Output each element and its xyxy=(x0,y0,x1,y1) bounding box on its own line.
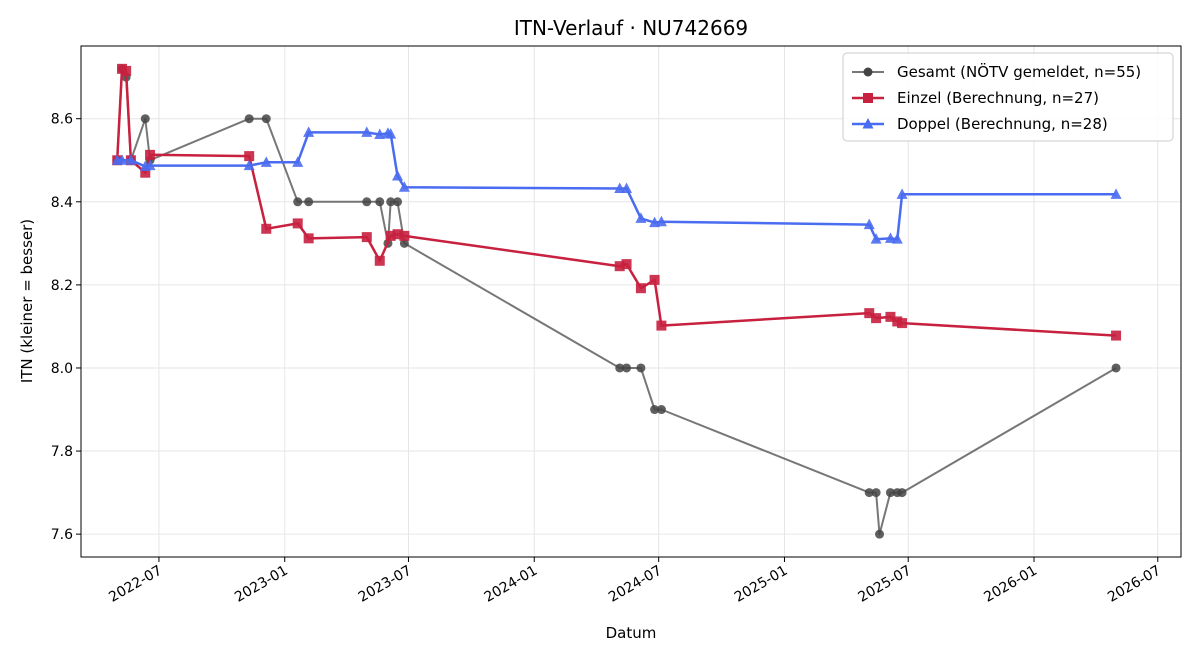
data-point-doppel xyxy=(361,126,373,137)
data-point-gesamt xyxy=(615,363,625,373)
legend-swatch-marker-doppel xyxy=(862,118,874,129)
data-point-einzel xyxy=(621,259,632,270)
data-point-einzel xyxy=(649,274,660,285)
series-line-doppel xyxy=(117,131,1117,241)
x-tick-label: 2024-07 xyxy=(606,563,665,606)
data-point-gesamt xyxy=(375,197,385,207)
data-point-doppel xyxy=(398,181,410,192)
data-point-einzel xyxy=(303,233,314,244)
data-point-doppel xyxy=(260,156,272,167)
legend: Gesamt (NÖTV gemeldet, n=55) Einzel (Bere… xyxy=(842,52,1174,142)
y-tick-label: 8.6 xyxy=(51,112,73,128)
data-point-gesamt xyxy=(362,197,372,207)
data-point-doppel xyxy=(125,154,137,165)
data-point-einzel xyxy=(140,167,151,178)
data-point-doppel xyxy=(863,218,875,230)
data-point-einzel xyxy=(656,320,667,331)
data-point-doppel xyxy=(896,188,908,199)
data-point-einzel xyxy=(392,229,403,240)
x-tick-label: 2026-01 xyxy=(981,563,1040,606)
x-tick-label: 2023-07 xyxy=(356,563,415,606)
data-point-doppel xyxy=(891,233,903,244)
data-point-doppel xyxy=(292,156,304,167)
y-tick-label: 8.4 xyxy=(51,195,73,211)
data-point-gesamt xyxy=(1111,363,1121,373)
data-point-gesamt xyxy=(261,114,271,124)
data-point-doppel xyxy=(635,212,647,223)
data-point-einzel xyxy=(1111,330,1122,341)
data-point-einzel xyxy=(897,318,908,329)
x-tick-label: 2024-01 xyxy=(482,563,541,606)
data-point-gesamt xyxy=(885,488,895,498)
data-point-gesamt xyxy=(897,488,907,498)
plot-frame xyxy=(80,45,1182,558)
data-point-einzel xyxy=(864,308,875,319)
data-point-einzel xyxy=(374,255,385,266)
data-point-einzel xyxy=(871,313,882,324)
x-tick-label: 2025-01 xyxy=(732,563,791,606)
data-point-doppel xyxy=(144,159,156,171)
data-point-einzel xyxy=(614,261,625,272)
y-tick-label: 8.0 xyxy=(51,361,73,377)
data-point-doppel xyxy=(374,128,386,139)
x-tick-label: 2026-07 xyxy=(1105,563,1164,606)
data-point-einzel xyxy=(385,230,396,241)
data-point-doppel xyxy=(303,126,315,137)
data-point-gesamt xyxy=(875,529,885,539)
legend-swatch-marker-gesamt xyxy=(863,67,873,77)
legend-label-einzel: Einzel (Berechnung, n=27) xyxy=(897,89,1099,107)
data-point-doppel xyxy=(1110,188,1122,199)
legend-label-doppel: Doppel (Berechnung, n=28) xyxy=(897,115,1108,133)
data-point-einzel xyxy=(399,230,410,241)
chart-title: ITN-Verlauf · NU742669 xyxy=(514,16,748,40)
data-point-einzel xyxy=(145,149,156,160)
data-point-doppel xyxy=(116,154,128,165)
data-point-gesamt xyxy=(656,405,666,415)
data-point-gesamt xyxy=(871,488,881,498)
data-point-gesamt xyxy=(304,197,314,207)
legend-label-gesamt: Gesamt (NÖTV gemeldet, n=55) xyxy=(897,62,1141,81)
data-point-einzel xyxy=(121,65,132,76)
data-point-gesamt xyxy=(393,197,403,207)
series-doppel xyxy=(111,126,1122,244)
legend-box xyxy=(842,52,1174,142)
series-layer xyxy=(111,63,1122,539)
y-tick-label: 7.8 xyxy=(51,444,73,460)
data-point-einzel xyxy=(292,218,303,229)
data-point-gesamt xyxy=(650,405,660,415)
x-axis-title: Datum xyxy=(606,624,657,642)
data-point-einzel xyxy=(244,151,255,162)
data-point-gesamt xyxy=(386,197,396,207)
y-axis-title: ITN (kleiner = besser) xyxy=(18,219,36,383)
y-tick-label: 7.6 xyxy=(51,527,73,543)
x-tick-label: 2022-07 xyxy=(106,563,165,606)
data-point-gesamt xyxy=(140,114,150,124)
data-point-doppel xyxy=(243,159,255,171)
data-point-einzel xyxy=(885,311,896,322)
data-point-doppel xyxy=(884,232,896,243)
legend-swatch-marker-einzel xyxy=(863,93,873,103)
x-tick-label: 2023-01 xyxy=(232,563,291,606)
data-point-doppel xyxy=(392,170,404,181)
x-axis: 2022-07 2023-01 2023-07 2024-01 2024-07 2025-… xyxy=(106,557,1164,606)
data-point-einzel xyxy=(635,283,646,294)
data-point-doppel xyxy=(621,182,633,193)
data-point-gesamt xyxy=(622,363,632,373)
data-point-doppel xyxy=(655,215,667,227)
data-point-gesamt xyxy=(399,238,409,248)
data-point-doppel xyxy=(385,128,397,139)
data-point-gesamt xyxy=(864,488,874,498)
y-axis: 7.6 7.8 8.0 8.2 8.4 8.6 xyxy=(51,112,81,543)
data-point-einzel xyxy=(361,232,372,243)
grid xyxy=(81,46,1181,557)
y-tick-label: 8.2 xyxy=(51,278,73,294)
data-point-gesamt xyxy=(244,114,254,124)
data-point-gesamt xyxy=(293,197,303,207)
data-point-doppel xyxy=(870,233,882,244)
data-point-gesamt xyxy=(636,363,646,373)
x-tick-label: 2025-07 xyxy=(856,563,915,606)
data-point-einzel xyxy=(261,223,272,234)
